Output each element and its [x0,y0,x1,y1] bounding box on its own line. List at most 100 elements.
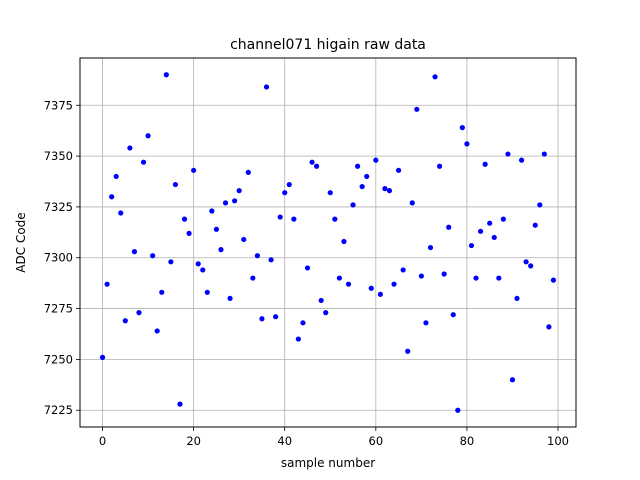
data-point [409,200,415,206]
data-point [241,236,247,243]
data-point [537,202,543,208]
data-point [432,74,438,80]
data-point [364,173,370,180]
data-point [386,188,393,194]
data-point [546,324,552,330]
data-point [441,271,447,277]
grid-layer [80,58,576,427]
data-point [304,265,311,271]
data-point [550,277,557,283]
data-point [509,377,516,383]
data-point [159,289,165,295]
data-point [145,133,151,139]
data-point [341,238,347,245]
data-point [154,328,160,334]
data-point [163,72,169,78]
data-point [222,200,229,206]
data-point [172,181,179,188]
ticks-layer: 0 20 40 60 80 100 7225 7250 7275 7300 7325 7350 7375 [44,98,569,448]
y-tick-label: 7325 [44,200,73,214]
data-point [263,84,270,90]
points-layer [99,72,557,413]
data-point [254,253,261,259]
data-point [250,275,256,281]
data-point [459,125,465,131]
data-point [382,186,388,192]
data-point [336,275,342,281]
data-point [122,318,128,324]
data-point [359,183,365,190]
data-point [391,281,397,287]
data-point [136,310,142,316]
data-point [473,275,479,281]
data-point [195,261,201,267]
data-point [427,244,434,251]
data-point [236,188,242,194]
data-point [118,210,124,216]
data-point [99,354,106,360]
data-point [368,285,374,291]
data-point [514,295,520,302]
data-point [327,190,333,196]
x-tick-label: 60 [369,434,384,448]
data-point [218,247,224,253]
data-point [295,336,301,342]
data-point [277,214,283,220]
data-point [541,151,547,157]
data-point [318,297,324,304]
data-point [532,222,538,228]
data-point [405,348,411,354]
data-point [209,208,215,214]
x-tick-label: 0 [99,434,106,448]
data-point [113,173,119,180]
x-tick-label: 80 [460,434,475,448]
data-point [177,401,183,407]
data-point [227,295,233,302]
data-point [518,157,525,163]
data-point [259,316,265,322]
data-point [204,289,210,295]
data-point [400,267,406,273]
data-point [414,106,420,112]
x-tick-label: 40 [277,434,292,448]
data-point [291,216,297,222]
data-point [423,320,429,326]
data-point [377,291,383,297]
x-tick-label: 100 [547,434,569,448]
data-point [300,320,306,326]
y-tick-label: 7375 [44,98,73,112]
y-axis-label: ADC Code [14,212,28,272]
data-point [200,267,206,273]
data-point [418,273,424,279]
data-point [140,159,147,165]
data-point [468,242,475,249]
data-point [355,163,361,169]
data-point [464,141,470,147]
data-point [528,263,534,269]
data-point [450,312,456,318]
data-point [191,167,197,173]
data-point [109,194,115,200]
data-point [455,407,461,413]
data-point [286,181,292,188]
data-point [482,161,488,167]
x-tick-label: 20 [186,434,201,448]
data-point [345,281,352,287]
data-point [496,275,502,281]
data-point [373,157,379,163]
data-point [491,234,497,241]
data-point [268,257,274,263]
data-point [213,226,220,232]
data-point [127,145,133,151]
data-point [505,151,511,157]
x-axis-label: sample number [281,456,375,470]
data-point [245,169,251,175]
data-point [168,259,174,265]
data-point [523,259,529,265]
data-point [131,249,138,255]
data-point [500,216,506,222]
data-point [436,163,443,169]
data-point [150,253,156,259]
plot-frame [79,57,577,428]
